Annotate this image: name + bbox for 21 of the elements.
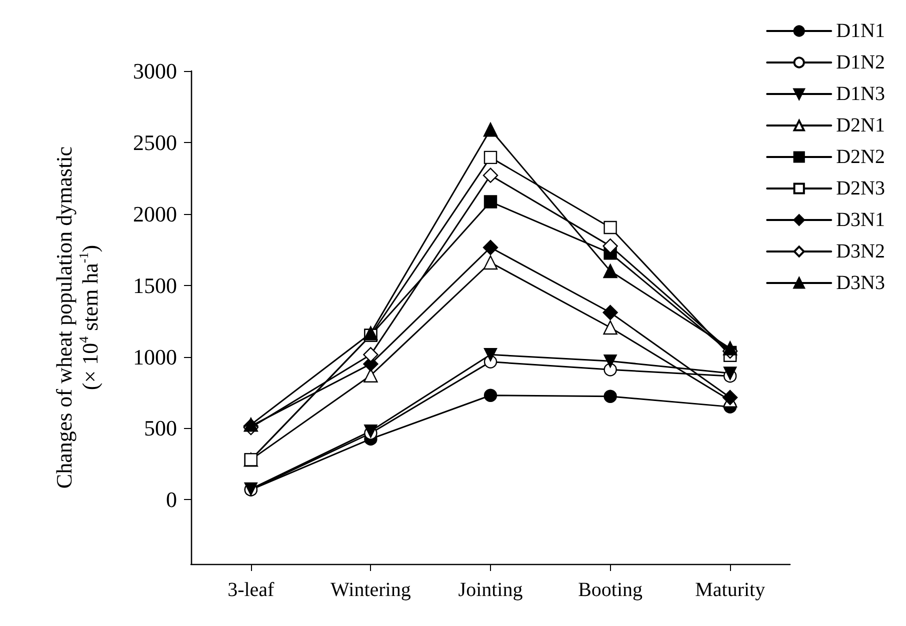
x-tick-label: 3-leaf — [228, 579, 275, 601]
legend-label: D2N2 — [836, 146, 886, 168]
legend-label: D1N2 — [836, 52, 886, 74]
y-tick-label: 2500 — [133, 130, 177, 155]
y-tick-label: 3000 — [133, 58, 177, 84]
x-tick-label: Jointing — [458, 579, 523, 601]
y-tick-label: 1500 — [133, 272, 177, 298]
legend-label: D3N1 — [836, 209, 886, 231]
y-tick-label: 1000 — [133, 344, 177, 370]
y-tick-label: 500 — [144, 416, 177, 441]
x-tick-label: Maturity — [695, 579, 766, 601]
legend-label: D2N3 — [836, 178, 886, 200]
x-tick-label: Booting — [578, 579, 643, 601]
x-tick-label: Wintering — [330, 579, 411, 601]
legend-label: D3N2 — [836, 240, 886, 262]
legend-label: D1N3 — [836, 83, 886, 105]
legend-label: D2N1 — [836, 114, 886, 136]
legend-label: D3N3 — [836, 272, 886, 294]
legend-label: D1N1 — [836, 20, 886, 42]
y-tick-label: 0 — [166, 487, 177, 512]
y-tick-label: 2000 — [133, 201, 177, 226]
